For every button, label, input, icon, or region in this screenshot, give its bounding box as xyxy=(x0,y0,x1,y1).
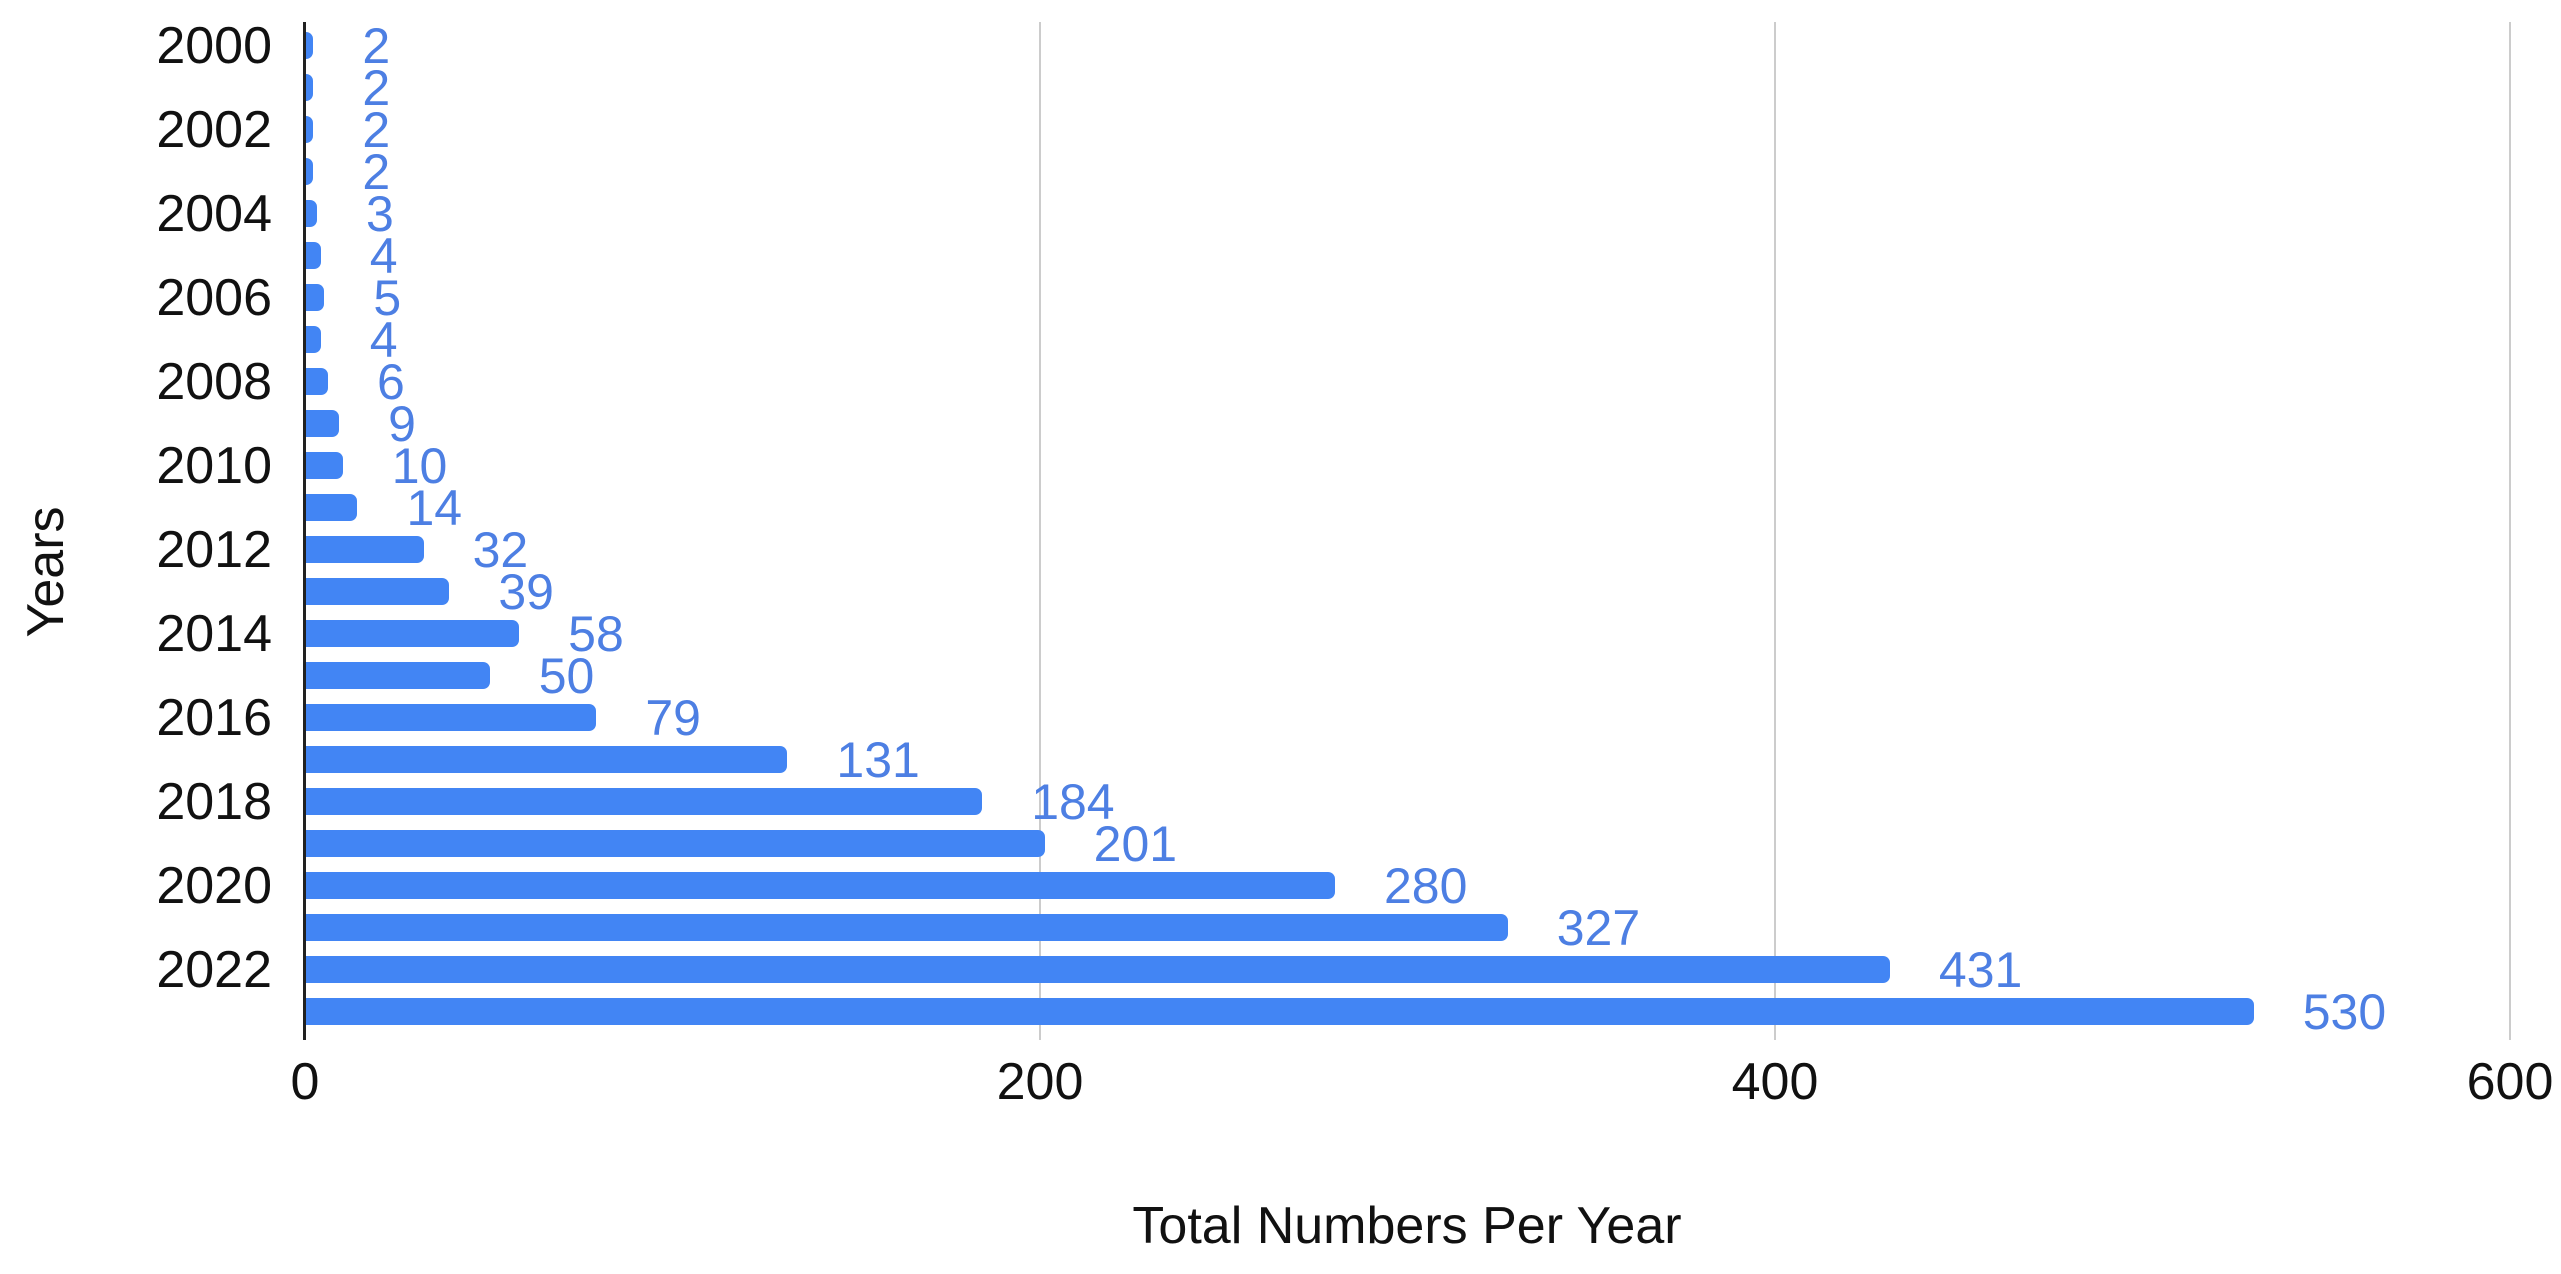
bar-value-label: 5 xyxy=(373,269,402,326)
bar-2015 xyxy=(306,662,490,689)
bar-2002 xyxy=(306,116,314,143)
y-tick-label: 2014 xyxy=(156,604,272,663)
y-tick-label: 2002 xyxy=(156,100,272,159)
bar-2022 xyxy=(306,956,1890,983)
x-tick-label: 200 xyxy=(996,1053,1084,1111)
bar-2003 xyxy=(306,158,314,185)
y-tick-label: 2020 xyxy=(156,856,272,915)
bar-2018 xyxy=(306,788,983,815)
x-axis-title: Total Numbers Per Year xyxy=(1132,1197,1682,1255)
bar-2012 xyxy=(306,536,424,563)
bar-2010 xyxy=(306,452,343,479)
x-tick-label: 0 xyxy=(290,1053,320,1111)
y-tick-label: 2008 xyxy=(156,352,272,411)
bar-2009 xyxy=(306,410,340,437)
bar-2007 xyxy=(306,326,321,353)
bar-value-label: 32 xyxy=(472,521,529,578)
bar-value-label: 4 xyxy=(369,311,398,368)
bar-value-label: 50 xyxy=(538,647,595,704)
bar-2004 xyxy=(306,200,318,227)
bar-2021 xyxy=(306,914,1508,941)
bar-value-label: 79 xyxy=(645,689,701,746)
bar-value-label: 4 xyxy=(369,227,398,284)
bar-2020 xyxy=(306,872,1335,899)
bar-2014 xyxy=(306,620,520,647)
bar-value-label: 58 xyxy=(568,605,624,662)
bar-value-label: 2 xyxy=(362,59,391,116)
bar-2006 xyxy=(306,284,325,311)
bar-value-label: 2 xyxy=(362,143,391,200)
bar-2001 xyxy=(306,74,314,101)
y-tick-label: 2010 xyxy=(156,436,272,495)
bar-value-label: 2 xyxy=(362,17,391,74)
bar-value-label: 530 xyxy=(2302,983,2387,1040)
bar-2011 xyxy=(306,494,358,521)
y-tick-label: 2012 xyxy=(156,520,272,579)
gridline-200 xyxy=(1039,22,1041,1040)
bar-value-label: 3 xyxy=(366,185,394,242)
y-tick-label: 2018 xyxy=(156,772,272,831)
bar-value-label: 10 xyxy=(391,437,448,494)
gridline-600 xyxy=(2509,22,2511,1040)
y-tick-label: 2022 xyxy=(156,940,272,999)
bar-2017 xyxy=(306,746,788,773)
bar-value-label: 14 xyxy=(406,479,463,536)
bar-2013 xyxy=(306,578,450,605)
y-tick-label: 2006 xyxy=(156,268,272,327)
bar-value-label: 327 xyxy=(1556,899,1641,956)
gridline-400 xyxy=(1774,22,1776,1040)
y-tick-label: 2000 xyxy=(156,16,272,75)
bar-2000 xyxy=(306,32,314,59)
y-axis-line xyxy=(303,22,306,1040)
bar-value-label: 184 xyxy=(1031,773,1115,830)
bar-value-label: 2 xyxy=(362,101,391,158)
bar-2023 xyxy=(306,998,2254,1025)
bar-2016 xyxy=(306,704,597,731)
y-tick-label: 2016 xyxy=(156,688,272,747)
bar-value-label: 39 xyxy=(498,563,554,620)
bar-value-label: 131 xyxy=(836,731,920,788)
bar-value-label: 9 xyxy=(388,395,416,452)
y-tick-label: 2004 xyxy=(156,184,272,243)
x-tick-label: 600 xyxy=(2466,1053,2554,1111)
bar-2005 xyxy=(306,242,321,269)
bar-value-label: 201 xyxy=(1093,815,1178,872)
bar-value-label: 431 xyxy=(1938,941,2023,998)
bar-2008 xyxy=(306,368,329,395)
bar-2019 xyxy=(306,830,1045,857)
bar-value-label: 280 xyxy=(1384,857,1468,914)
x-tick-label: 400 xyxy=(1731,1053,1819,1111)
bar-value-label: 6 xyxy=(377,353,405,410)
